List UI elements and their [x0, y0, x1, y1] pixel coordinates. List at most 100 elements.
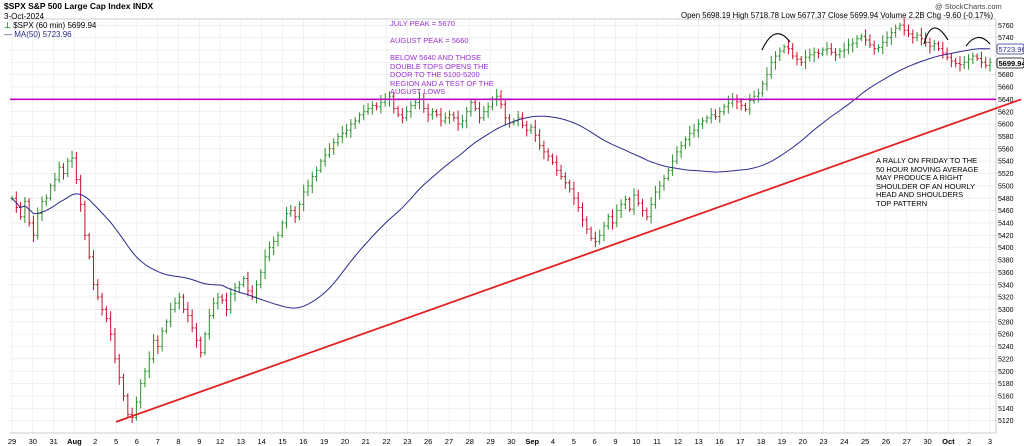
x-tick-label: 19	[778, 437, 786, 446]
gridlines	[10, 19, 996, 433]
x-tick-label: 5	[114, 437, 118, 446]
x-tick-label: Oct	[942, 437, 955, 446]
x-tick-label: 20	[799, 437, 807, 446]
x-tick-label: 5	[572, 437, 576, 446]
y-tick-label: 5640	[998, 97, 1014, 104]
watermark: @ StockCharts.com	[935, 2, 1002, 11]
x-tick-label: 3	[988, 437, 992, 446]
x-tick-label: 6	[593, 437, 597, 446]
y-tick-label: 5200	[998, 369, 1014, 376]
x-tick-label: 27	[445, 437, 453, 446]
ma-value-tag-text: 5723.96	[999, 45, 1024, 54]
x-tick-label: 4	[551, 437, 555, 446]
y-tick-label: 5480	[998, 196, 1014, 203]
x-tick-label: 9	[613, 437, 617, 446]
july-peak-annotation: JULY PEAK = 5670	[390, 19, 455, 28]
symbol-title: $SPX S&P 500 Large Cap Index INDX	[4, 1, 154, 11]
y-tick-label: 5280	[998, 319, 1014, 326]
y-tick-label: 5380	[998, 258, 1014, 265]
y-tick-label: 5400	[998, 245, 1014, 252]
x-tick-label: 21	[362, 437, 370, 446]
y-tick-label: 5540	[998, 159, 1014, 166]
y-tick-label: 5140	[998, 406, 1014, 413]
x-tick-label: 23	[403, 437, 411, 446]
x-tick-label: 20	[341, 437, 349, 446]
x-tick-label: 15	[278, 437, 286, 446]
y-tick-label: 5440	[998, 221, 1014, 228]
x-axis-labels: 29 30 31 Aug 2 5 6 7 8 9 12 13 14 15 16 19 20 21 22 23 26 27 2…	[8, 437, 992, 446]
y-tick-label: 5360	[998, 270, 1014, 277]
x-tick-label: Aug	[67, 437, 82, 446]
x-tick-label: 6	[135, 437, 139, 446]
x-tick-label: 29	[8, 437, 16, 446]
x-tick-label: 16	[299, 437, 307, 446]
legend-ma: — MA(50) 5723.96	[4, 30, 72, 39]
y-tick-label: 5740	[998, 35, 1014, 42]
y-tick-label: 5260	[998, 332, 1014, 339]
x-tick-label: 19	[320, 437, 328, 446]
y-tick-label: 5220	[998, 356, 1014, 363]
y-tick-label: 5500	[998, 183, 1014, 190]
y-tick-label: 5340	[998, 282, 1014, 289]
y-tick-label: 5320	[998, 295, 1014, 302]
x-tick-label: 18	[757, 437, 765, 446]
y-tick-label: 5460	[998, 208, 1014, 215]
y-tick-label: 5120	[998, 418, 1014, 425]
x-tick-label: 9	[197, 437, 201, 446]
x-tick-label: 2	[967, 437, 971, 446]
x-tick-label: 30	[507, 437, 515, 446]
x-tick-label: 12	[674, 437, 682, 446]
y-axis-labels: 5120 5140 5160 5180 5200 5220 5240 5260 5280 5300…	[998, 23, 1014, 425]
x-tick-label: 30	[29, 437, 37, 446]
x-tick-label: 14	[258, 437, 266, 446]
x-tick-label: 16	[715, 437, 723, 446]
y-tick-label: 5420	[998, 233, 1014, 240]
x-tick-label: 12	[216, 437, 224, 446]
x-tick-label: 7	[156, 437, 160, 446]
x-tick-label: 29	[486, 437, 494, 446]
x-tick-label: 31	[49, 437, 57, 446]
y-tick-label: 5680	[998, 72, 1014, 79]
y-tick-label: 5180	[998, 381, 1014, 388]
legend-ma-text: MA(50) 5723.96	[14, 30, 72, 39]
x-tick-label: 10	[632, 437, 640, 446]
x-tick-label: 23	[819, 437, 827, 446]
support-trend-line	[115, 98, 1022, 423]
x-tick-label: 2	[93, 437, 97, 446]
y-tick-label: 5160	[998, 394, 1014, 401]
legend-price-icon: ⊥	[4, 21, 11, 30]
x-tick-label: 8	[176, 437, 180, 446]
double-top-arc-3	[965, 36, 991, 47]
y-tick-label: 5760	[998, 23, 1014, 30]
double-top-arc-1	[761, 33, 791, 51]
price-bars	[10, 18, 992, 424]
ma50-line	[11, 48, 991, 309]
double-top-arcs	[761, 27, 991, 51]
legend-ma-icon: —	[4, 30, 12, 39]
quote-line: Open 5698.19 High 5718.78 Low 5677.37 Cl…	[681, 11, 994, 20]
close-value-tag	[996, 57, 1024, 69]
x-tick-label: 22	[382, 437, 390, 446]
x-tick-label: Sep	[525, 437, 539, 446]
rally-annotation: A RALLY ON FRIDAY TO THE 50 HOUR MOVING …	[876, 156, 979, 208]
legend-price-text: $SPX (60 min) 5699.94	[13, 21, 97, 30]
y-tick-label: 5580	[998, 134, 1014, 141]
y-tick-label: 5620	[998, 109, 1014, 116]
x-tick-label: 26	[424, 437, 432, 446]
x-tick-label: 17	[736, 437, 744, 446]
x-tick-label: 30	[923, 437, 931, 446]
breakdown-annotation: BELOW 5640 AND THOSE DOUBLE TOPS OPENS T…	[390, 53, 494, 97]
y-tick-label: 5560	[998, 146, 1014, 153]
august-peak-annotation: AUGUST PEAK = 5660	[390, 36, 469, 45]
y-tick-label: 5660	[998, 85, 1014, 92]
x-tick-label: 13	[237, 437, 245, 446]
ma-value-tag	[996, 43, 1024, 55]
x-tick-label: 26	[882, 437, 890, 446]
y-tick-label: 5240	[998, 344, 1014, 351]
x-tick-label: 28	[466, 437, 474, 446]
x-tick-label: 24	[840, 437, 848, 446]
close-value-tag-text: 5699.94	[999, 59, 1024, 68]
x-tick-label: 27	[903, 437, 911, 446]
x-tick-label: 25	[861, 437, 869, 446]
